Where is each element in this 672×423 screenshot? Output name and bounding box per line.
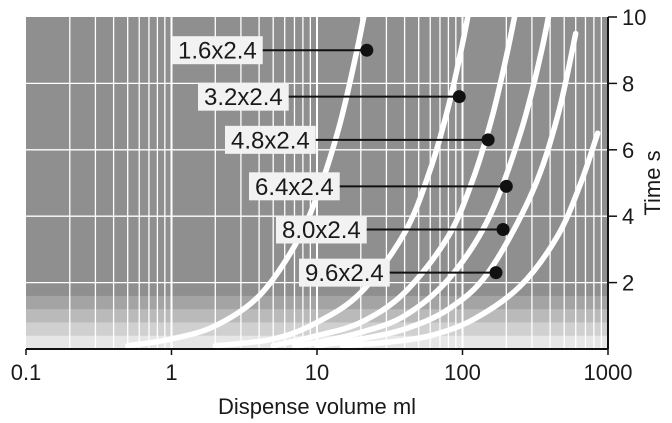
callout: 8.0x2.4 bbox=[276, 215, 510, 244]
x-tick-label: 1000 bbox=[584, 360, 633, 385]
curve-series bbox=[270, 17, 518, 349]
curves bbox=[124, 17, 601, 349]
series-label: 6.4x2.4 bbox=[255, 174, 334, 201]
data-marker bbox=[496, 222, 510, 236]
series-label: 1.6x2.4 bbox=[178, 38, 257, 65]
axes: 0.1 1 10 100 1000 2 4 6 8 10 bbox=[11, 5, 647, 385]
curve-series bbox=[339, 130, 601, 349]
label-box bbox=[225, 125, 316, 154]
curve-series bbox=[291, 17, 552, 349]
callouts: 1.6x2.4 3.2x2.4 4.8x2.4 6.4x2.4 8.0x2.4 9.6x2… bbox=[172, 36, 513, 287]
curve-series bbox=[212, 17, 471, 349]
y-axis-title: Time s bbox=[640, 150, 665, 215]
series-label: 3.2x2.4 bbox=[204, 84, 283, 111]
data-marker bbox=[360, 43, 374, 57]
callout: 1.6x2.4 bbox=[172, 36, 374, 65]
x-axis-title: Dispense volume ml bbox=[218, 394, 416, 419]
series-label: 8.0x2.4 bbox=[282, 217, 361, 244]
label-box bbox=[276, 215, 367, 244]
series-label: 9.6x2.4 bbox=[305, 260, 384, 287]
y-tick-label: 2 bbox=[622, 271, 634, 296]
series-label: 4.8x2.4 bbox=[231, 127, 310, 154]
y-tick-label: 4 bbox=[622, 204, 634, 229]
x-tick-label: 10 bbox=[305, 360, 329, 385]
label-box bbox=[249, 172, 340, 201]
y-tick-label: 8 bbox=[622, 71, 634, 96]
callout: 4.8x2.4 bbox=[225, 125, 495, 154]
y-tick-label: 6 bbox=[622, 138, 634, 163]
x-tick-label: 0.1 bbox=[11, 360, 42, 385]
callout: 9.6x2.4 bbox=[299, 258, 503, 287]
curve-series bbox=[314, 30, 579, 349]
callout: 3.2x2.4 bbox=[198, 82, 466, 111]
label-box bbox=[172, 36, 263, 65]
data-marker bbox=[489, 266, 503, 280]
x-tick-label: 1 bbox=[165, 360, 177, 385]
callout: 6.4x2.4 bbox=[249, 172, 513, 201]
label-box bbox=[198, 82, 289, 111]
label-box bbox=[299, 258, 390, 287]
data-marker bbox=[481, 133, 495, 147]
x-tick-label: 100 bbox=[444, 360, 481, 385]
data-marker bbox=[499, 179, 513, 193]
data-marker bbox=[452, 90, 466, 104]
y-tick-label: 10 bbox=[622, 5, 646, 30]
